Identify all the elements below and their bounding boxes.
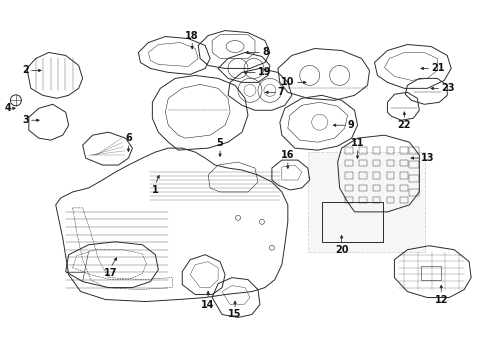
Bar — [421, 266, 441, 280]
Text: 18: 18 — [185, 31, 199, 41]
Bar — [345, 185, 353, 191]
Text: 3: 3 — [22, 115, 29, 125]
Bar — [359, 148, 367, 154]
Text: 2: 2 — [22, 66, 29, 76]
Text: 19: 19 — [258, 67, 271, 77]
Bar — [359, 160, 367, 166]
Bar — [400, 148, 408, 154]
Text: 10: 10 — [281, 77, 295, 87]
Bar — [409, 175, 419, 182]
Text: 21: 21 — [431, 63, 445, 73]
Text: 13: 13 — [421, 153, 435, 163]
Text: 20: 20 — [335, 245, 348, 255]
Bar — [373, 148, 380, 154]
Bar — [400, 185, 408, 191]
Text: 4: 4 — [4, 103, 11, 113]
Bar — [387, 185, 394, 191]
FancyBboxPatch shape — [308, 152, 425, 252]
Text: 1: 1 — [152, 185, 159, 195]
Bar — [400, 160, 408, 166]
Bar — [400, 172, 408, 179]
Bar — [359, 172, 367, 179]
Text: 16: 16 — [281, 150, 294, 160]
Bar — [373, 197, 380, 203]
Bar — [409, 161, 419, 168]
Bar — [373, 172, 380, 179]
Bar — [400, 197, 408, 203]
Text: 14: 14 — [201, 300, 215, 310]
Text: 15: 15 — [228, 310, 242, 319]
Text: 22: 22 — [397, 120, 411, 130]
Text: 8: 8 — [262, 48, 269, 58]
Text: 6: 6 — [125, 133, 132, 143]
Text: 17: 17 — [104, 268, 117, 278]
Text: 23: 23 — [441, 84, 455, 93]
Bar — [409, 147, 419, 154]
Text: 5: 5 — [217, 138, 223, 148]
Bar — [409, 189, 419, 196]
Bar — [345, 197, 353, 203]
Bar — [387, 160, 394, 166]
Bar — [387, 172, 394, 179]
Text: 11: 11 — [351, 138, 364, 148]
Bar — [373, 185, 380, 191]
Bar — [345, 172, 353, 179]
Bar — [345, 160, 353, 166]
Text: 9: 9 — [347, 120, 354, 130]
Bar — [345, 148, 353, 154]
Text: 7: 7 — [278, 87, 285, 97]
Bar — [373, 160, 380, 166]
Text: 12: 12 — [435, 294, 448, 305]
Bar — [359, 197, 367, 203]
Bar — [359, 185, 367, 191]
Bar — [387, 197, 394, 203]
Bar — [387, 148, 394, 154]
